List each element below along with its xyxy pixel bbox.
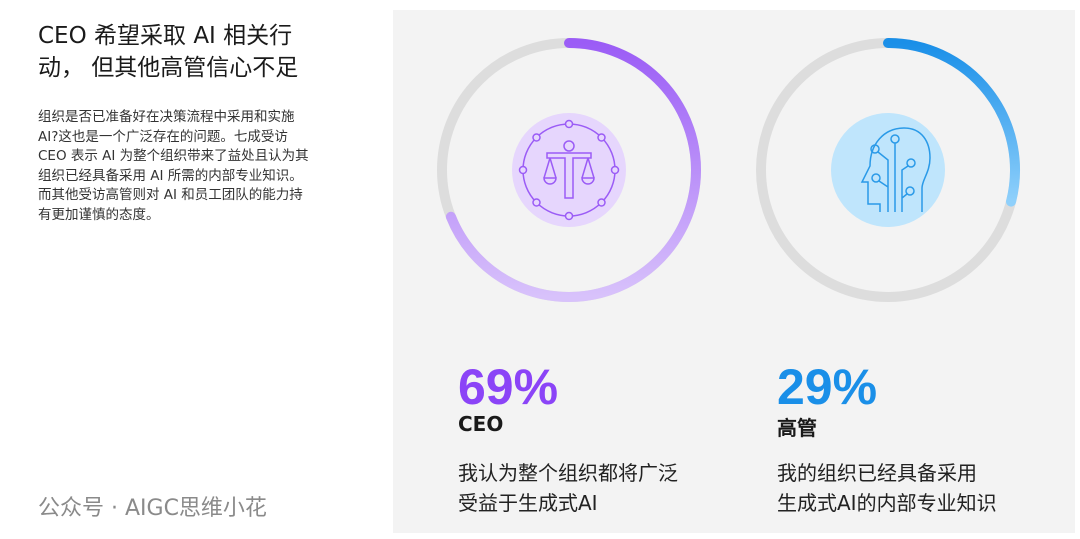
desc-line: 我的组织已经具备采用 [777,461,977,485]
progress-arc-exec [883,38,1020,207]
exec-description: 我的组织已经具备采用 生成式AI的内部专业知识 [777,458,997,518]
body-text: 组织是否已准备好在决策流程中采用和实施 AI?这也是一个广泛存在的问题。七成受访… [38,108,338,225]
body-line: 组织是否已准备好在决策流程中采用和实施 [38,109,295,125]
desc-line: 我认为整个组织都将广泛 [458,461,678,485]
body-line: 有更加谨慎的态度。 [38,206,160,223]
progress-arc-ceo [445,38,701,302]
ceo-description: 我认为整个组织都将广泛 受益于生成式AI [458,458,678,518]
title-line: 动， 但其他高管信心不足 [38,55,299,81]
desc-line: 生成式AI的内部专业知识 [777,491,997,515]
exec-label: 高管 [777,416,817,440]
watermark: 公众号 · AIGC思维小花 [38,496,267,521]
exec-percent: 29% [777,359,878,415]
page-title: CEO 希望采取 AI 相关行 动， 但其他高管信心不足 [38,20,318,84]
desc-line: 受益于生成式AI [458,491,598,515]
ai-head-icon [831,113,945,227]
scales-person-icon [512,113,626,227]
ceo-percent: 69% [458,359,559,415]
title-line: CEO 希望采取 AI 相关行 [38,23,293,49]
body-line: AI?这也是一个广泛存在的问题。七成受访 [38,128,288,145]
body-line: 组织已经具备采用 AI 所需的内部专业知识。 [38,167,303,184]
body-line: 而其他受访高管则对 AI 和员工团队的能力持 [38,187,303,203]
body-line: CEO 表示 AI 为整个组织带来了益处且认为其 [38,148,309,164]
ceo-label: CEO [458,412,504,436]
